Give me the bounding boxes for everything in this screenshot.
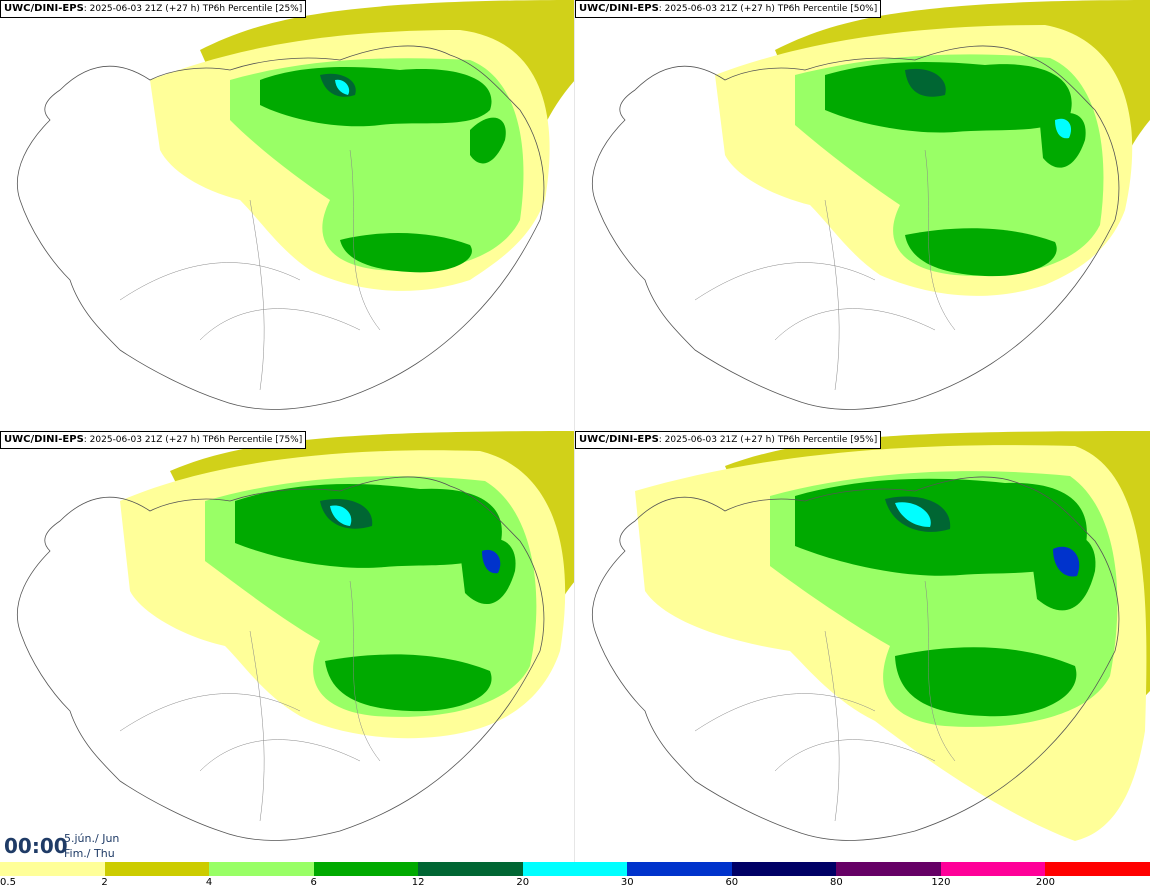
run-info: : 2025-06-03 21Z (+27 h) TP6h Percentile… [83,435,303,445]
precip-cyan [330,505,352,526]
legend-swatch [522,862,628,876]
legend-label: 2 [101,877,108,888]
model-name: UWC/DINI-EPS [579,434,659,445]
model-name: UWC/DINI-EPS [4,3,84,14]
legend-swatch [836,862,941,876]
precip-blue [482,549,501,574]
legend-label: 30 [620,877,634,888]
map-p95 [591,431,1150,841]
map-p25 [16,0,575,410]
map-panel-p50: UWC/DINI-EPS: 2025-06-03 21Z (+27 h) TP6… [575,0,1150,430]
valid-time-box: 00:00 5.jún./ Jun Fim./ Thu [0,828,130,862]
legend-label: 4 [205,877,213,888]
model-name: UWC/DINI-EPS [579,3,659,14]
map-p50 [591,0,1150,410]
road-lines [694,149,956,391]
legend-swatch [104,862,210,876]
map-panel-p95: UWC/DINI-EPS: 2025-06-03 21Z (+27 h) TP6… [575,431,1150,861]
panel-title: UWC/DINI-EPS: 2025-06-03 21Z (+27 h) TP6… [0,431,307,449]
precip-green-2 [325,654,492,712]
legend-label: 200 [1035,877,1055,888]
run-info: : 2025-06-03 21Z (+27 h) TP6h Percentile… [658,435,878,445]
precip-cyan [895,502,931,527]
legend-swatch [731,862,837,876]
coastline [591,45,1120,410]
map-panel-p75: UWC/DINI-EPS: 2025-06-03 21Z (+27 h) TP6… [0,431,575,861]
model-name: UWC/DINI-EPS [4,434,84,445]
precip-green-3 [460,538,516,605]
run-info: : 2025-06-03 21Z (+27 h) TP6h Percentile… [83,4,303,14]
valid-time: 00:00 [4,834,68,858]
legend-swatch [209,862,314,876]
precip-green-1 [260,67,492,127]
road-lines [119,149,381,391]
panel-divider [574,0,575,862]
legend-label: 20 [516,877,530,888]
map-panel-p25: UWC/DINI-EPS: 2025-06-03 21Z (+27 h) TP6… [0,0,575,430]
legend-swatch [0,862,105,876]
legend-label: 120 [931,877,951,888]
legend-label: 0.5 [0,877,16,888]
legend-swatch [418,862,523,876]
road-lines [694,580,956,822]
coastline [591,476,1120,841]
valid-date: 5.jún./ Jun Fim./ Thu [64,831,119,861]
panel-title: UWC/DINI-EPS: 2025-06-03 21Z (+27 h) TP6… [575,0,882,18]
precip-green-2 [905,228,1057,277]
legend-label: 60 [725,877,739,888]
precip-dark [905,68,946,97]
run-info: : 2025-06-03 21Z (+27 h) TP6h Percentile… [658,4,878,14]
valid-date-line2: Fim./ Thu [64,847,115,860]
panel-title: UWC/DINI-EPS: 2025-06-03 21Z (+27 h) TP6… [575,431,882,449]
color-legend: 0.5 2 4 6 12 20 30 60 80 120 200 [0,862,1150,891]
legend-label: 12 [411,877,425,888]
valid-date-line1: 5.jún./ Jun [64,832,120,845]
coastline [16,45,545,410]
precip-green-2 [340,233,472,273]
precip-cyan [1055,118,1072,139]
precip-green-3 [1040,113,1086,168]
panel-title: UWC/DINI-EPS: 2025-06-03 21Z (+27 h) TP6… [0,0,307,18]
precip-blue [1053,546,1080,577]
legend-swatch [1045,862,1150,876]
legend-swatch [627,862,732,876]
legend-swatch [313,862,419,876]
legend-bar [0,862,1150,876]
precip-cyan [335,79,350,95]
legend-swatch [940,862,1046,876]
legend-labels: 0.5 2 4 6 12 20 30 60 80 120 200 [0,877,1150,891]
map-p75 [16,431,575,841]
precip-green-1 [825,62,1072,133]
coastline [16,476,545,841]
precip-green-2 [895,647,1077,717]
legend-label: 80 [829,877,843,888]
legend-label: 6 [310,877,317,888]
precip-green-3 [470,117,506,164]
road-lines [119,580,381,822]
